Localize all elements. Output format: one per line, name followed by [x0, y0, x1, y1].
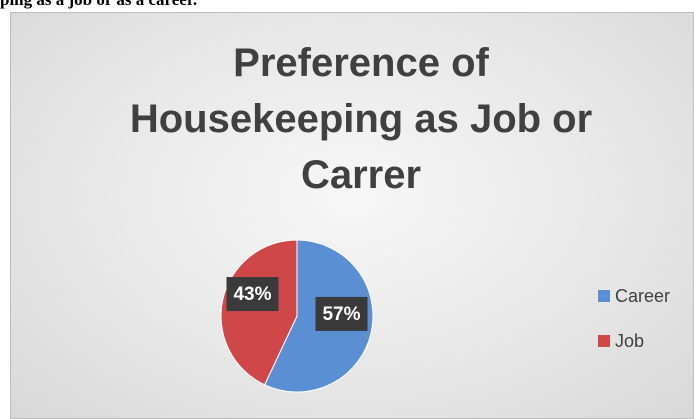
legend-swatch — [598, 290, 610, 302]
legend-label: Career — [615, 286, 670, 306]
data-label-box — [226, 277, 279, 312]
chart: 57% 43% Career Job — [220, 239, 670, 393]
data-label-box — [315, 296, 368, 331]
chart-area: Preference of Housekeeping as Job or Car… — [10, 12, 694, 419]
chart-title: Preference of Housekeeping as Job or Car… — [129, 41, 593, 197]
data-label: 43% — [233, 284, 271, 305]
pie-slice — [220, 239, 298, 386]
legend-swatch — [598, 335, 610, 347]
data-label: 57% — [322, 304, 360, 325]
legend-label: Job — [615, 331, 644, 351]
caption: ping as a job or as a career. — [0, 0, 197, 10]
